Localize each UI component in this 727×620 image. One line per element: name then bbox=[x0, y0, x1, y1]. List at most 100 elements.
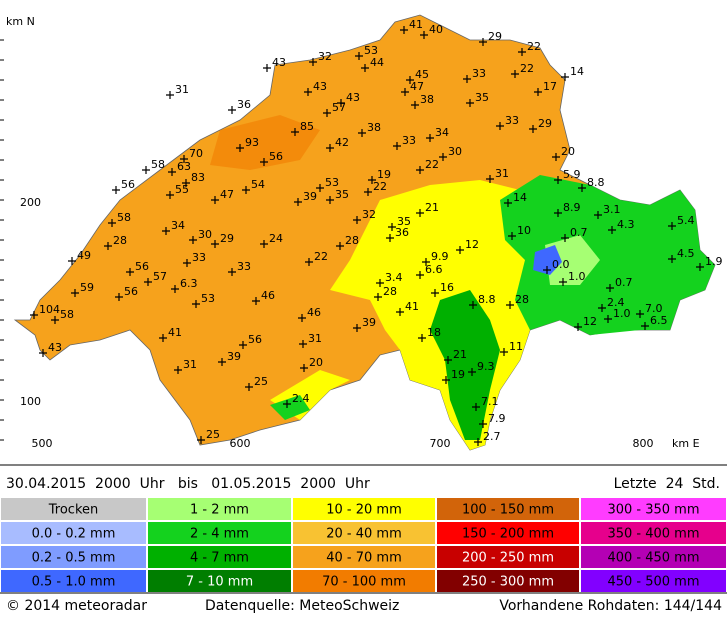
station-value: 33 bbox=[505, 114, 519, 127]
station-value: 63 bbox=[177, 160, 191, 173]
station-value: 28 bbox=[345, 234, 359, 247]
station-value: 56 bbox=[135, 260, 149, 273]
station-marker bbox=[368, 176, 376, 184]
station-marker bbox=[431, 289, 439, 297]
legend-label: 450 - 500 mm bbox=[607, 575, 699, 590]
legend-label: 2 - 4 mm bbox=[190, 527, 249, 542]
legend-swatch bbox=[581, 546, 726, 568]
station-marker bbox=[228, 106, 236, 114]
window: Letzte 24 Std. bbox=[614, 476, 720, 492]
station-value: 29 bbox=[220, 232, 234, 245]
station-marker bbox=[416, 209, 424, 217]
legend-swatch bbox=[148, 522, 291, 544]
station-value: 47 bbox=[410, 80, 424, 93]
station-value: 34 bbox=[171, 219, 185, 232]
station-marker bbox=[197, 436, 205, 444]
source: Datenquelle: MeteoSchweiz bbox=[205, 598, 399, 614]
station-marker bbox=[420, 31, 428, 39]
station-marker bbox=[406, 76, 414, 84]
station-marker bbox=[299, 340, 307, 348]
station-marker bbox=[71, 289, 79, 297]
station-value: 11 bbox=[509, 340, 523, 353]
station-marker bbox=[411, 101, 419, 109]
legend-label: Trocken bbox=[48, 503, 99, 518]
station-value: 8.8 bbox=[587, 176, 605, 189]
station-marker bbox=[291, 128, 299, 136]
station-marker bbox=[326, 144, 334, 152]
period: 30.04.2015 2000 Uhr bis 01.05.2015 2000 … bbox=[6, 476, 370, 492]
station-marker bbox=[559, 278, 567, 286]
station-marker bbox=[142, 166, 150, 174]
station-value: 46 bbox=[261, 289, 275, 302]
station-value: 7.0 bbox=[645, 302, 663, 315]
station-value: 31 bbox=[308, 332, 322, 345]
station-value: 0.7 bbox=[570, 226, 588, 239]
station-value: 36 bbox=[237, 98, 251, 111]
station-value: 25 bbox=[206, 428, 220, 441]
station-value: 38 bbox=[420, 93, 434, 106]
station-marker bbox=[598, 304, 606, 312]
station-value: 3.1 bbox=[603, 203, 621, 216]
station-value: 58 bbox=[117, 211, 131, 224]
station-marker bbox=[108, 219, 116, 227]
station-marker bbox=[263, 64, 271, 72]
station-value: 9.9 bbox=[431, 250, 449, 263]
station-marker bbox=[604, 315, 612, 323]
station-marker bbox=[401, 88, 409, 96]
station-marker bbox=[283, 400, 291, 408]
station-value: 4.5 bbox=[677, 247, 695, 260]
station-value: 41 bbox=[405, 300, 419, 313]
station-value: 43 bbox=[313, 80, 327, 93]
station-marker bbox=[496, 122, 504, 130]
dry-region bbox=[545, 235, 600, 285]
station-value: 56 bbox=[269, 150, 283, 163]
station-value: 22 bbox=[527, 40, 541, 53]
station-value: 31 bbox=[183, 358, 197, 371]
station-value: 85 bbox=[300, 120, 314, 133]
station-value: 19 bbox=[451, 368, 465, 381]
station-marker bbox=[463, 75, 471, 83]
station-marker bbox=[337, 99, 345, 107]
legend-swatch bbox=[293, 546, 435, 568]
station-value: 53 bbox=[201, 292, 215, 305]
station-value: 35 bbox=[397, 215, 411, 228]
legend-label: 300 - 350 mm bbox=[607, 503, 699, 518]
station-value: 16 bbox=[440, 281, 454, 294]
station-marker bbox=[180, 155, 188, 163]
station-marker bbox=[304, 88, 312, 96]
station-marker bbox=[469, 301, 477, 309]
station-marker bbox=[182, 179, 190, 187]
station-marker bbox=[239, 341, 247, 349]
station-value: 104 bbox=[39, 303, 60, 316]
station-marker bbox=[416, 271, 424, 279]
station-marker bbox=[228, 268, 236, 276]
legend-label: 70 - 100 mm bbox=[322, 575, 406, 590]
legend-swatch bbox=[581, 570, 726, 592]
station-value: 9.3 bbox=[477, 360, 495, 373]
station-marker bbox=[511, 70, 519, 78]
station-value: 28 bbox=[515, 293, 529, 306]
station-value: 18 bbox=[427, 326, 441, 339]
station-value: 25 bbox=[254, 375, 268, 388]
station-value: 2.7 bbox=[483, 430, 501, 443]
station-value: 39 bbox=[227, 350, 241, 363]
station-marker bbox=[358, 129, 366, 137]
station-marker bbox=[115, 293, 123, 301]
station-value: 56 bbox=[124, 285, 138, 298]
station-marker bbox=[236, 144, 244, 152]
station-value: 20 bbox=[561, 145, 575, 158]
station-marker bbox=[355, 52, 363, 60]
legend-swatch bbox=[293, 570, 435, 592]
station-marker bbox=[211, 240, 219, 248]
station-marker bbox=[171, 285, 179, 293]
station-marker bbox=[298, 314, 306, 322]
station-value: 34 bbox=[435, 126, 449, 139]
legend-swatch bbox=[437, 570, 579, 592]
station-value: 28 bbox=[383, 285, 397, 298]
station-marker bbox=[245, 383, 253, 391]
station-value: 21 bbox=[425, 201, 439, 214]
station-value: 7.9 bbox=[488, 412, 506, 425]
station-value: 12 bbox=[465, 238, 479, 251]
station-marker bbox=[112, 186, 120, 194]
station-marker bbox=[416, 166, 424, 174]
